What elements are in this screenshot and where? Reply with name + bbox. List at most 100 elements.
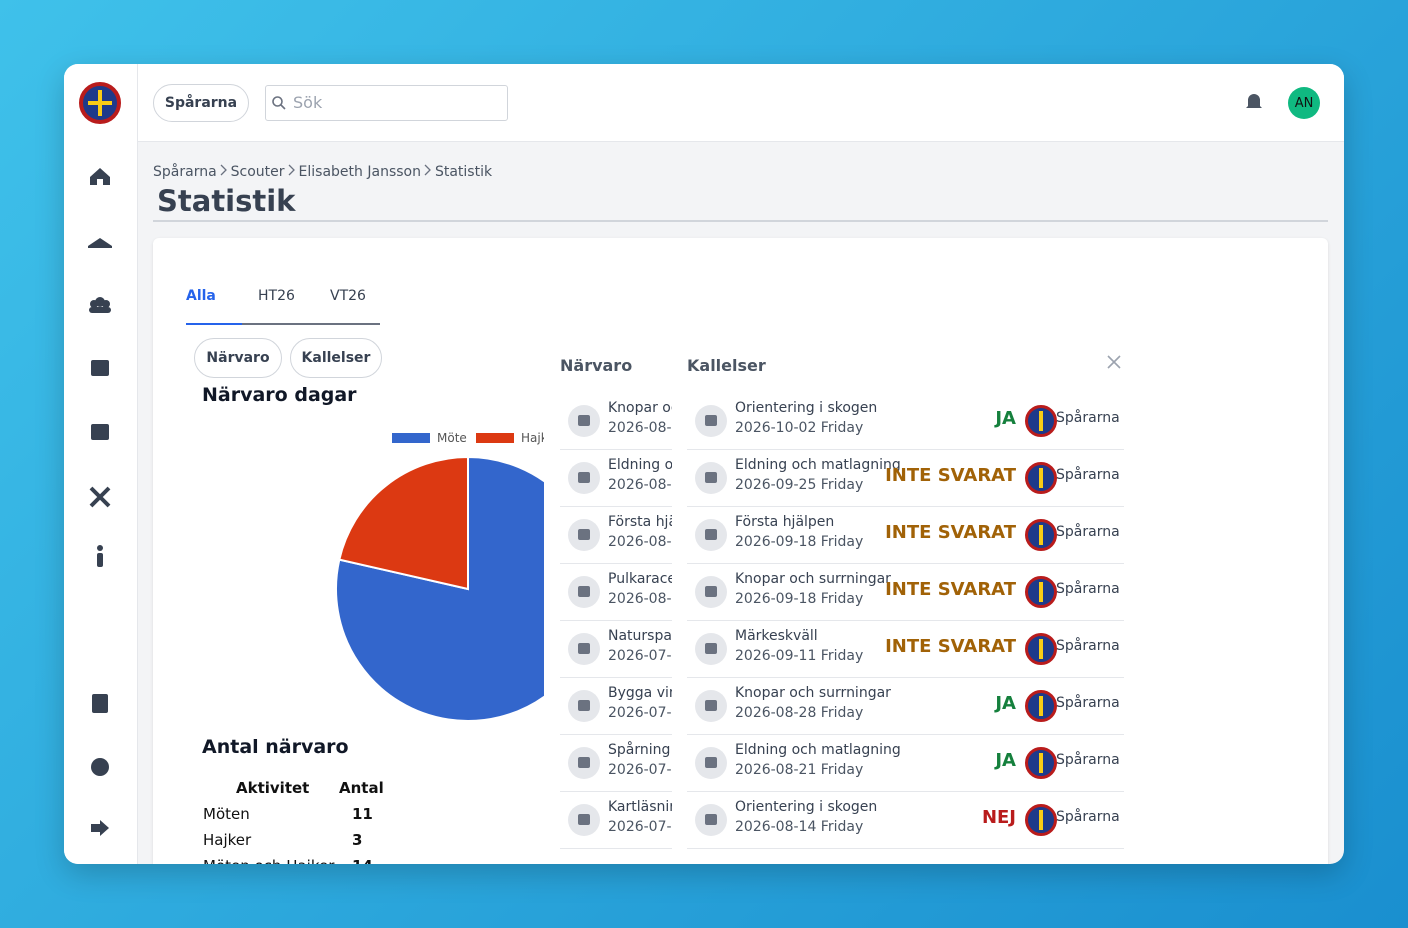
bell-icon[interactable]	[1244, 91, 1264, 113]
calendar-icon	[91, 424, 109, 440]
event-icon	[568, 804, 600, 836]
narvaro-row[interactable]: Eldning oc 2026-08-	[560, 450, 672, 507]
event-icon	[695, 747, 727, 779]
event-title: Orientering i skogen	[735, 799, 878, 815]
tab[interactable]: HT26	[258, 288, 295, 304]
legend-swatch	[476, 433, 514, 443]
logo-cross	[1039, 411, 1043, 431]
avatar[interactable]: AN	[1288, 87, 1320, 119]
logo-cross	[1039, 696, 1043, 716]
kallelse-row[interactable]: Knopar och surrningar 2026-08-28 Friday JA…	[687, 678, 1124, 735]
narvaro-row[interactable]: Första hjä 2026-08-	[560, 507, 672, 564]
event-title: Pulkarace	[608, 571, 672, 587]
person-icon	[97, 545, 103, 551]
globe-icon	[91, 758, 109, 776]
event-title: Märkeskväll	[735, 628, 818, 644]
event-title: Knopar och surrningar	[735, 571, 891, 587]
event-icon	[568, 747, 600, 779]
event-title: Orientering i skogen	[735, 400, 878, 416]
table-header: Aktivitet	[236, 779, 310, 797]
event-title: Kartläsnir	[608, 799, 672, 815]
tab[interactable]: Alla	[186, 288, 216, 304]
filter-button[interactable]: Kallelser	[290, 338, 382, 378]
narvaro-row[interactable]: Pulkarace 2026-08-	[560, 564, 672, 621]
logo-cross	[1039, 468, 1043, 488]
event-date: 2026-09-25 Friday	[735, 477, 864, 493]
response-status: INTE SVARAT	[885, 522, 1016, 543]
event-icon	[568, 405, 600, 437]
unit-logo	[1025, 462, 1057, 494]
table-cell: 14	[352, 857, 373, 864]
event-date: 2026-08-	[608, 477, 672, 493]
response-status: INTE SVARAT	[885, 465, 1016, 486]
logout-icon	[91, 820, 109, 836]
response-status: JA	[995, 408, 1016, 429]
table-cell: Hajker	[203, 831, 252, 849]
sidebar-icons	[79, 82, 121, 836]
event-date: 2026-07-	[608, 762, 672, 778]
kallelse-row[interactable]: Orientering i skogen 2026-10-02 Friday JA S…	[687, 393, 1124, 450]
table-cell: Möten	[203, 805, 250, 823]
event-date: 2026-08-28 Friday	[735, 705, 864, 721]
logo-cross	[1039, 525, 1043, 545]
event-date: 2026-07-	[608, 819, 672, 835]
app-window: Spårarna Sök AN Spårarna Scouter Elisabeth…	[64, 64, 1344, 864]
stats-card: Alla HT26 VT26 Närvaro Kallelser Närvaro daga…	[153, 238, 1328, 864]
event-icon	[695, 576, 727, 608]
logo-cross	[1039, 753, 1043, 773]
event-date: 2026-08-14 Friday	[735, 819, 864, 835]
topbar: Spårarna Sök AN	[138, 64, 1344, 142]
unit-name: Spårarna	[1056, 695, 1120, 711]
kallelse-row[interactable]: Märkeskväll 2026-09-11 Friday INTE SVARAT S…	[687, 621, 1124, 678]
narvaro-row[interactable]: Knopar oc 2026-08-	[560, 393, 672, 450]
kallelse-row[interactable]: Knopar och surrningar 2026-09-18 Friday IN…	[687, 564, 1124, 621]
kallelse-row[interactable]: Eldning och matlagning 2026-09-25 Friday I…	[687, 450, 1124, 507]
groups-icon	[88, 238, 112, 248]
narvaro-row[interactable]: Naturspa 2026-07-	[560, 621, 672, 678]
search-input[interactable]: Sök	[265, 85, 508, 121]
section-title: Antal närvaro	[202, 736, 349, 758]
kallelser-list: Orientering i skogen 2026-10-02 Friday JA S…	[687, 393, 1124, 864]
unit-logo	[1025, 405, 1057, 437]
breadcrumb-item[interactable]: Elisabeth Jansson	[298, 164, 421, 180]
home-icon	[90, 168, 110, 185]
breadcrumb-item[interactable]: Scouter	[230, 164, 285, 180]
breadcrumb-separator	[288, 164, 295, 176]
close-button[interactable]	[1106, 354, 1122, 370]
narvaro-row[interactable]: Bygga vin 2026-07-	[560, 678, 672, 735]
unit-name: Spårarna	[1056, 809, 1120, 825]
org-button[interactable]: Spårarna	[153, 84, 249, 122]
sidebar	[64, 64, 138, 864]
unit-logo	[1025, 690, 1057, 722]
contacts-icon	[92, 694, 108, 713]
event-icon	[568, 576, 600, 608]
event-title: Eldning och matlagning	[735, 457, 901, 473]
event-icon	[695, 690, 727, 722]
breadcrumb-item[interactable]: Spårarna	[153, 164, 217, 180]
unit-name: Spårarna	[1056, 581, 1120, 597]
pie-chart-area: Möte Hajk	[313, 423, 544, 733]
event-title: Spårning	[608, 742, 671, 758]
tools-icon	[89, 486, 111, 508]
unit-logo	[1025, 576, 1057, 608]
event-date: 2026-08-	[608, 591, 672, 607]
event-date: 2026-10-02 Friday	[735, 420, 864, 436]
title-rule	[153, 220, 1328, 222]
narvaro-row[interactable]: Kartläsnir 2026-07-	[560, 792, 672, 849]
kallelse-row[interactable]: Orientering i skogen 2026-08-14 Friday NEJ…	[687, 792, 1124, 849]
tab[interactable]: VT26	[330, 288, 366, 304]
panel-heading[interactable]: Kallelser	[687, 356, 766, 375]
kallelse-row[interactable]: Eldning och matlagning 2026-08-21 Friday J…	[687, 735, 1124, 792]
filter-button[interactable]: Närvaro	[194, 338, 282, 378]
narvaro-row[interactable]: Spårning 2026-07-	[560, 735, 672, 792]
search-icon	[272, 96, 286, 110]
panel-heading[interactable]: Närvaro	[560, 356, 633, 375]
unit-name: Spårarna	[1056, 410, 1120, 426]
kallelse-row[interactable]: Första hjälpen 2026-09-18 Friday INTE SVAR…	[687, 507, 1124, 564]
event-date: 2026-08-21 Friday	[735, 762, 864, 778]
event-title: Naturspa	[608, 628, 672, 644]
unit-name: Spårarna	[1056, 752, 1120, 768]
pie-slice	[335, 455, 544, 722]
breadcrumb-item[interactable]: Statistik	[434, 164, 493, 180]
